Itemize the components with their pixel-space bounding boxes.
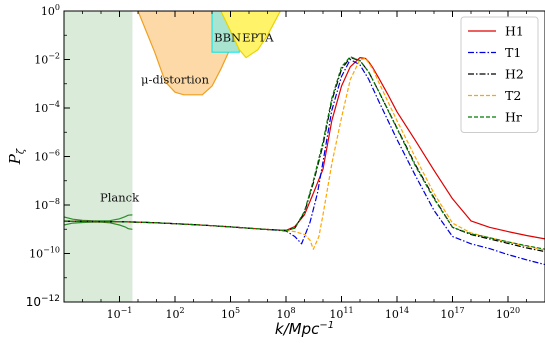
- x-tick-label: 102: [165, 306, 184, 321]
- y-tick-label: 100: [41, 3, 60, 18]
- x-tick-label: 108: [276, 306, 295, 321]
- legend-label-h2: H2: [505, 67, 524, 82]
- epta-label: EPTA: [242, 31, 274, 45]
- x-tick-label: 1017: [440, 306, 464, 321]
- x-axis-label: k/Mpc−1: [275, 320, 334, 338]
- planck-band-lower: [64, 221, 133, 230]
- legend-label-t1: T1: [505, 45, 521, 60]
- bbn-label: BBN: [214, 31, 241, 45]
- y-tick-label: 10−4: [34, 100, 60, 115]
- y-tick-label: 10−6: [34, 149, 60, 164]
- y-tick-label: 10−10: [29, 246, 60, 261]
- x-tick-label: 105: [221, 306, 240, 321]
- y-tick-label: 10−2: [34, 52, 60, 67]
- legend-label-hr: Hr: [505, 110, 522, 125]
- legend-label-t2: T2: [505, 88, 521, 103]
- y-tick-label: 10−8: [34, 197, 60, 212]
- legend-box: [460, 16, 539, 133]
- series-hr-line: [64, 56, 545, 250]
- x-tick-label: 1020: [496, 306, 520, 321]
- legend-label-h1: H1: [505, 24, 524, 39]
- x-tick-label: 1014: [385, 306, 409, 321]
- x-tick-label: 1011: [329, 306, 353, 321]
- epta-region: [220, 11, 282, 59]
- x-tick-label: 10−1: [107, 306, 133, 321]
- planck-region: [64, 11, 133, 302]
- y-tick-label: 10−12: [26, 294, 60, 309]
- y-axis-label: Pζ: [6, 148, 27, 165]
- series-t1-line: [64, 58, 545, 266]
- planck-label: Planck: [100, 191, 140, 205]
- distortion-label: μ-distortion: [141, 72, 210, 86]
- series-h2-line: [64, 57, 545, 253]
- planck-band-upper: [64, 214, 133, 222]
